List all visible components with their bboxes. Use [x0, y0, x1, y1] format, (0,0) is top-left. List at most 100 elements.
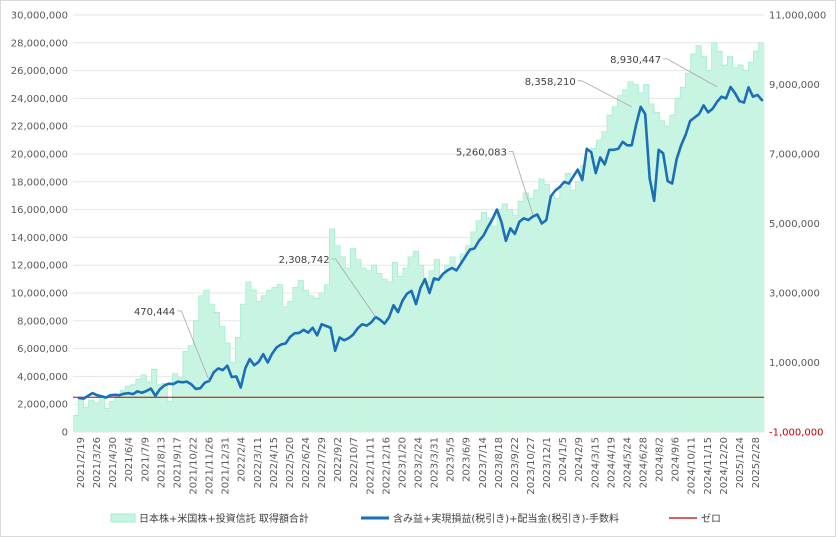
area-column	[497, 209, 503, 432]
area-column	[177, 377, 184, 432]
area-column	[345, 267, 351, 432]
area-column	[664, 126, 671, 432]
area-column	[476, 220, 482, 432]
x-axis-tick-label: 2021/7/9	[140, 437, 151, 482]
area-edge	[73, 42, 764, 416]
area-column	[360, 267, 367, 432]
area-column	[193, 320, 200, 432]
area-column	[596, 140, 603, 432]
x-axis-tick-label: 2023/10/27	[526, 437, 537, 495]
legend-swatch-area	[110, 513, 136, 523]
left-axis-tick-label: 12,000,000	[11, 261, 68, 272]
area-column	[758, 42, 765, 433]
area-column	[617, 95, 624, 433]
area-column	[413, 251, 419, 432]
area-column	[737, 65, 744, 432]
area-column	[156, 384, 163, 432]
x-axis-tick-label: 2024/8/2	[655, 437, 666, 482]
area-column	[130, 384, 137, 432]
x-axis-tick-label: 2021/9/17	[173, 437, 184, 488]
area-column	[78, 398, 84, 432]
area-column	[214, 312, 220, 432]
legend-label-zero: ゼロ	[701, 513, 721, 525]
x-axis-tick-label: 2024/9/6	[671, 437, 682, 482]
area-column	[575, 181, 582, 432]
x-axis-tick-label: 2024/1/5	[558, 437, 569, 482]
area-column	[428, 270, 435, 432]
x-axis-tick-label: 2025/2/28	[751, 437, 762, 488]
area-column	[109, 401, 116, 432]
x-axis-tick-label: 2023/2/24	[414, 437, 425, 488]
area-column	[250, 290, 257, 432]
left-axis-tick-label: 4,000,000	[17, 372, 68, 383]
annotation-label: 2,308,742	[279, 255, 330, 266]
area-column	[271, 287, 278, 432]
area-column	[172, 373, 179, 432]
area-column	[517, 201, 524, 432]
area-column	[366, 270, 372, 432]
area-column	[397, 276, 404, 432]
x-axis-tick-label: 2021/11/26	[205, 437, 216, 495]
area-column	[114, 395, 121, 432]
area-column	[706, 70, 713, 432]
area-column	[659, 120, 665, 432]
annotation-label: 470,444	[134, 307, 175, 318]
area-column	[104, 408, 111, 432]
area-column	[586, 156, 592, 432]
area-column	[146, 381, 152, 432]
left-axis-tick-label: 26,000,000	[11, 66, 68, 77]
area-column	[444, 265, 451, 432]
area-column	[675, 98, 681, 433]
area-column	[481, 212, 487, 432]
annotation-leader	[177, 310, 210, 382]
x-axis-tick-label: 2022/4/15	[269, 437, 280, 488]
x-axis-tick-label: 2024/11/15	[703, 437, 714, 495]
area-column	[188, 345, 194, 432]
annotation-leader	[331, 258, 376, 318]
area-column	[224, 343, 231, 432]
annotation-leader	[508, 151, 534, 215]
right-axis-tick-label: 7,000,000	[769, 150, 820, 161]
x-axis-ticks: 2021/2/19 2021/3/26 2021/4/30 2021/6/4 2021/…	[76, 437, 762, 495]
area-column	[203, 290, 210, 432]
area-column	[261, 295, 268, 432]
left-axis-tick-label: 16,000,000	[11, 205, 68, 216]
x-axis-tick-label: 2022/9/2	[333, 437, 344, 482]
x-axis-tick-label: 2024/2/9	[574, 437, 585, 482]
legend: 日本株+米国株+投資信託 取得額合計 含み益+実現損益(税引き)+配当金(税引き)…	[110, 512, 721, 525]
area-column	[722, 65, 728, 432]
area-column	[591, 148, 597, 432]
area-column	[486, 217, 493, 432]
area-column	[182, 351, 189, 432]
profit-line	[77, 85, 764, 400]
x-axis-tick-label: 2022/6/24	[301, 437, 312, 488]
area-column	[633, 84, 639, 432]
area-column	[554, 198, 561, 432]
area-column	[93, 402, 100, 432]
area-column	[418, 265, 425, 432]
area-column	[434, 259, 440, 432]
area-column	[125, 386, 131, 432]
area-column	[245, 281, 252, 432]
area-column	[711, 42, 718, 433]
area-column	[528, 198, 535, 432]
area-column	[73, 415, 79, 432]
x-axis-tick-label: 2025/1/24	[735, 437, 746, 488]
annotations: 470,444 2,308,742 5,260,083 8,358,210 8,930,…	[134, 55, 718, 382]
area-column	[99, 395, 105, 432]
area-column	[381, 279, 388, 432]
x-axis-tick-label: 2021/4/30	[108, 437, 119, 488]
area-column	[277, 284, 283, 432]
area-column	[392, 262, 398, 432]
area-column	[648, 103, 655, 433]
x-axis-tick-label: 2023/8/18	[494, 437, 505, 488]
left-axis-tick-label: 8,000,000	[17, 316, 68, 327]
area-column	[669, 115, 676, 432]
left-axis-tick-label: 18,000,000	[11, 177, 68, 188]
annotation-label: 5,260,083	[456, 147, 507, 158]
area-column	[690, 53, 697, 433]
area-column	[622, 90, 629, 432]
area-column	[219, 326, 226, 432]
x-axis-tick-label: 2022/3/11	[253, 437, 264, 488]
